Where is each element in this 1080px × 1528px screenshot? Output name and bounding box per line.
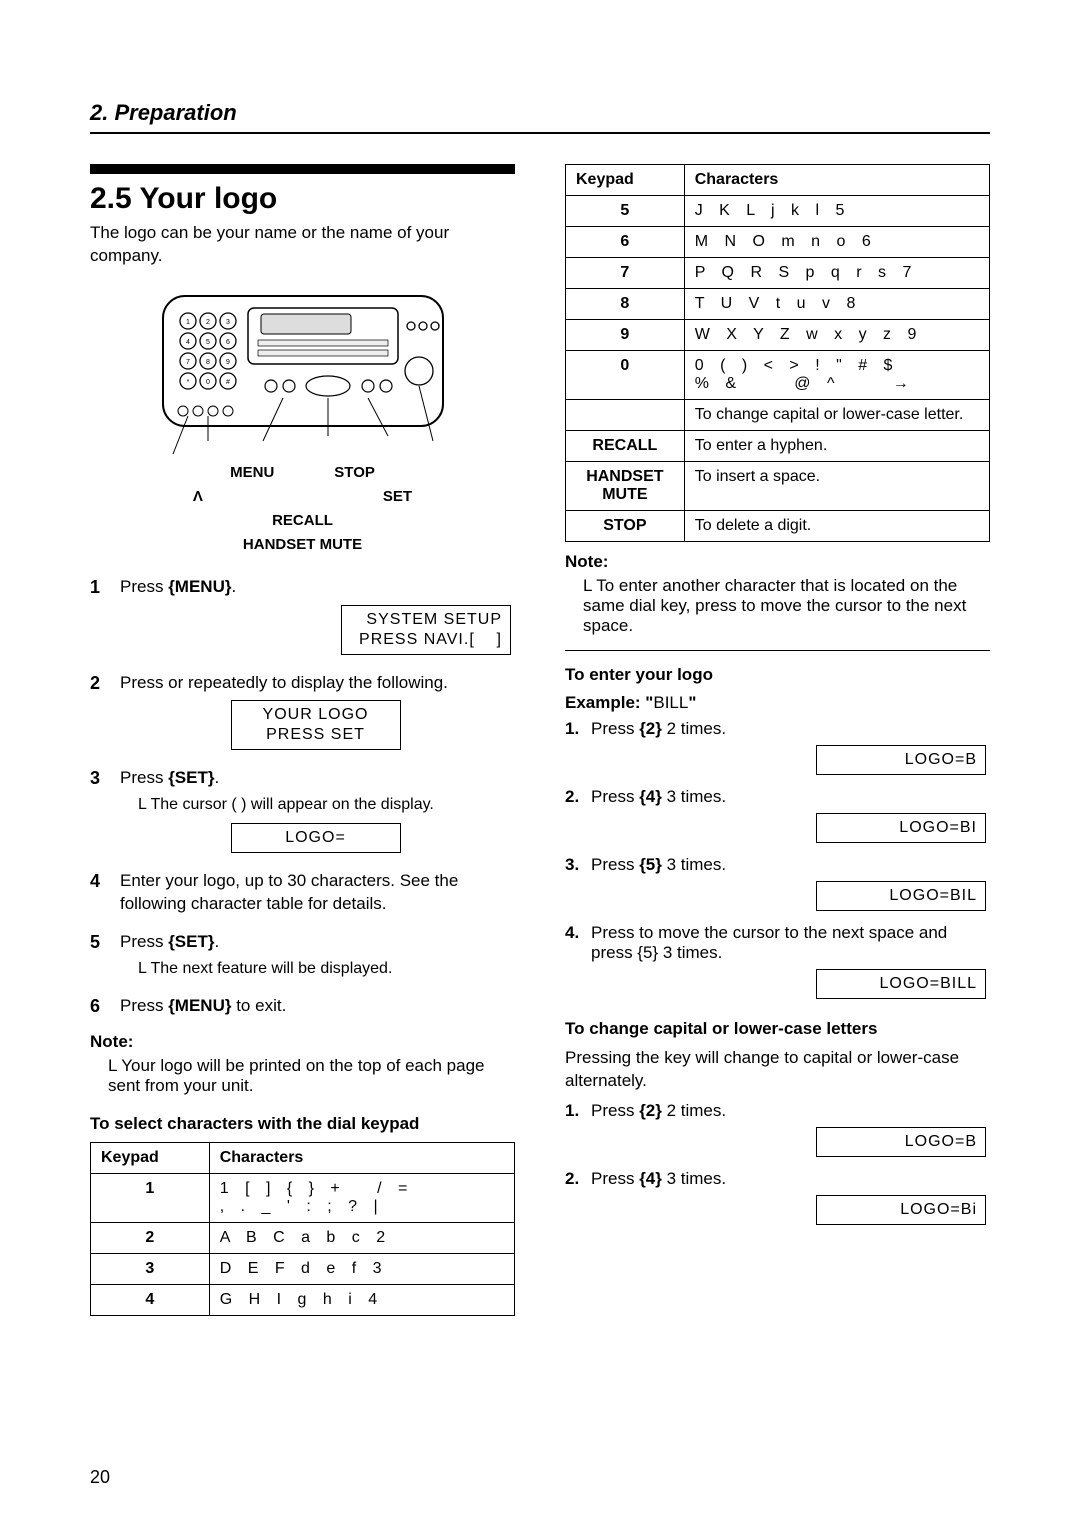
enter-step-3: Press {5} 3 times. LOGO=BIL (565, 855, 990, 913)
svg-text:3: 3 (226, 319, 230, 326)
note-label: Note: (90, 1032, 515, 1052)
right-column: Keypad Characters 5J K L j k l 5 6M N O … (565, 164, 990, 1316)
label-handset-mute: HANDSET MUTE (153, 533, 453, 557)
lcd-display: LOGO=B (816, 1127, 986, 1157)
intro-text: The logo can be your name or the name of… (90, 222, 515, 268)
enter-logo-heading: To enter your logo (565, 665, 990, 685)
cc-step-2: Press {4} 3 times. LOGO=Bi (565, 1169, 990, 1227)
cc-step-1: Press {2} 2 times. LOGO=B (565, 1101, 990, 1159)
enter-step-2: Press {4} 3 times. LOGO=BI (565, 787, 990, 845)
svg-text:5: 5 (206, 339, 210, 346)
change-case-heading: To change capital or lower-case letters (565, 1019, 990, 1039)
svg-text:0: 0 (206, 379, 210, 386)
section-title: 2.5 Your logo (90, 182, 515, 216)
step-5-sub: The next feature will be displayed. (120, 958, 515, 980)
svg-text:6: 6 (226, 339, 230, 346)
note-text: Your logo will be printed on the top of … (90, 1056, 515, 1096)
lcd-display: LOGO= (231, 823, 401, 853)
label-nav: Λ (193, 485, 203, 509)
btn-set: {SET} (168, 932, 214, 951)
label-stop: STOP (334, 461, 375, 485)
note-text-right: To enter another character that is locat… (565, 576, 990, 636)
lcd-display: LOGO=BILL (816, 969, 986, 999)
svg-text:#: # (226, 379, 230, 386)
step-5: Press {SET}. The next feature will be di… (90, 930, 515, 980)
change-case-steps: Press {2} 2 times. LOGO=B Press {4} 3 ti… (565, 1101, 990, 1227)
step-4: Enter your logo, up to 30 characters. Se… (90, 869, 515, 917)
manual-page: 2. Preparation 2.5 Your logo The logo ca… (0, 0, 1080, 1528)
example-line: Example: "BILL" (565, 693, 990, 713)
step-3-sub: The cursor ( ) will appear on the displa… (120, 794, 515, 816)
enter-logo-steps: Press {2} 2 times. LOGO=B Press {4} 3 ti… (565, 719, 990, 1001)
change-case-text: Pressing the key will change to capital … (565, 1047, 990, 1093)
svg-text:1: 1 (186, 319, 190, 326)
note-label: Note: (565, 552, 990, 572)
btn-set: {SET} (168, 768, 214, 787)
lcd-display: LOGO=BIL (816, 881, 986, 911)
label-set: SET (383, 485, 412, 509)
chapter-header: 2. Preparation (90, 100, 990, 134)
th-characters: Characters (209, 1143, 514, 1174)
enter-step-4: Press to move the cursor to the next spa… (565, 923, 990, 1001)
svg-text:4: 4 (186, 339, 190, 346)
th-keypad: Keypad (91, 1143, 210, 1174)
device-illustration: 1 2 3 4 5 6 7 8 9 * 0 # (153, 286, 453, 557)
svg-text:9: 9 (226, 359, 230, 366)
char-table-heading: To select characters with the dial keypa… (90, 1114, 515, 1134)
procedure-steps: Press {MENU}. SYSTEM SETUPPRESS NAVI.[ ]… (90, 575, 515, 1018)
svg-text:7: 7 (186, 359, 190, 366)
th-characters: Characters (684, 165, 989, 196)
lcd-display: SYSTEM SETUPPRESS NAVI.[ ] (341, 605, 511, 655)
page-number: 20 (90, 1467, 110, 1488)
btn-menu: {MENU} (168, 577, 231, 596)
label-menu: MENU (230, 461, 274, 485)
svg-text:2: 2 (206, 319, 210, 326)
svg-text:8: 8 (206, 359, 210, 366)
section-rule (90, 164, 515, 174)
step-1: Press {MENU}. SYSTEM SETUPPRESS NAVI.[ ] (90, 575, 515, 657)
step-3: Press {SET}. The cursor ( ) will appear … (90, 766, 515, 854)
svg-text:*: * (186, 379, 189, 386)
lcd-display: LOGO=B (816, 745, 986, 775)
th-keypad: Keypad (566, 165, 685, 196)
step-2: Press or repeatedly to display the follo… (90, 671, 515, 753)
btn-menu: {MENU} (168, 996, 231, 1015)
divider (565, 650, 990, 651)
enter-step-1: Press {2} 2 times. LOGO=B (565, 719, 990, 777)
left-column: 2.5 Your logo The logo can be your name … (90, 164, 515, 1316)
char-table-right: Keypad Characters 5J K L j k l 5 6M N O … (565, 164, 990, 542)
lcd-display: LOGO=BI (816, 813, 986, 843)
lcd-display: YOUR LOGOPRESS SET (231, 700, 401, 750)
label-recall: RECALL (153, 509, 453, 533)
lcd-display: LOGO=Bi (816, 1195, 986, 1225)
device-labels: MENU STOP Λ SET RECALL HANDSET MUTE (153, 461, 453, 557)
step-6: Press {MENU} to exit. (90, 994, 515, 1018)
char-table-left: Keypad Characters 11 [ ] { } + / =, . _ … (90, 1142, 515, 1316)
